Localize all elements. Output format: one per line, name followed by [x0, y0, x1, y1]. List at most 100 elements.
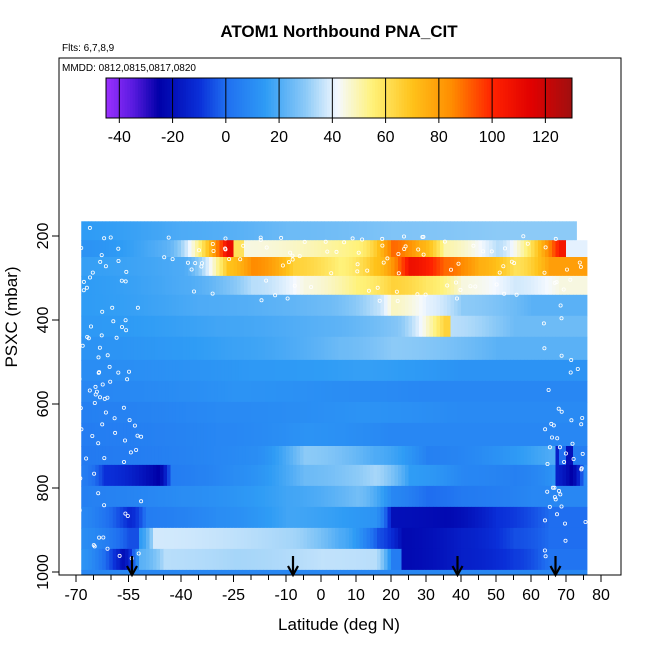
heatmap-cell: [552, 422, 556, 447]
heatmap-cell: [408, 380, 413, 403]
heatmap-cell: [214, 446, 219, 466]
heatmap-cell: [168, 401, 173, 424]
sample-marker: [162, 255, 167, 260]
heatmap-cell: [279, 257, 283, 277]
heatmap-cell: [468, 257, 472, 277]
heatmap-cell: [461, 275, 465, 296]
sample-marker: [101, 535, 106, 540]
heatmap-cell: [258, 401, 262, 424]
heatmap-cell: [503, 422, 507, 447]
colorbar-cell: [220, 78, 224, 118]
heatmap-cell: [534, 294, 539, 317]
heatmap-cell: [123, 422, 128, 447]
heatmap-cell: [293, 294, 297, 317]
heatmap-cell: [244, 380, 248, 403]
heatmap-cell: [412, 464, 416, 487]
heatmap-cell: [249, 569, 254, 576]
heatmap-cell: [240, 422, 245, 447]
heatmap-cell: [541, 527, 546, 550]
heatmap-cell: [534, 275, 539, 296]
heatmap-cell: [147, 422, 152, 447]
heatmap-cell: [81, 380, 86, 403]
heatmap-cell: [398, 548, 402, 571]
heatmap-cell: [247, 294, 252, 317]
heatmap-cell: [412, 275, 416, 296]
heatmap-cell: [245, 359, 250, 382]
heatmap-cell: [576, 257, 581, 277]
sample-marker: [569, 418, 574, 423]
heatmap-cell: [198, 527, 203, 550]
sample-marker: [583, 520, 588, 525]
sample-marker: [90, 433, 95, 438]
heatmap-cell: [566, 485, 570, 508]
heatmap-cell: [123, 446, 128, 466]
heatmap-cell: [412, 315, 416, 338]
heatmap-cell: [154, 336, 159, 361]
heatmap-cell: [91, 257, 96, 277]
heatmap-cell: [317, 315, 322, 338]
heatmap-cell: [105, 221, 110, 241]
heatmap-cell: [338, 257, 343, 277]
heatmap-cell: [394, 527, 399, 550]
heatmap-cell: [223, 464, 227, 487]
heatmap-cell: [254, 275, 259, 296]
heatmap-cell: [216, 506, 220, 529]
heatmap-cell: [527, 315, 532, 338]
colorbar-cell: [284, 78, 288, 118]
heatmap-cell: [179, 569, 184, 576]
heatmap-cell: [359, 380, 364, 403]
heatmap-cell: [205, 485, 210, 508]
heatmap-cell: [352, 485, 357, 508]
heatmap-cell: [471, 336, 476, 361]
colorbar-cell: [281, 78, 285, 118]
heatmap-cell: [170, 527, 175, 550]
heatmap-cell: [520, 422, 525, 447]
heatmap-cell: [573, 315, 577, 338]
heatmap-cell: [443, 401, 448, 424]
sample-marker: [555, 436, 560, 441]
heatmap-cell: [352, 294, 357, 317]
heatmap-cell: [116, 422, 121, 447]
sample-marker: [481, 249, 486, 254]
heatmap-cell: [412, 294, 416, 317]
heatmap-cell: [356, 294, 360, 317]
heatmap-cell: [531, 221, 535, 241]
heatmap-cell: [461, 506, 465, 529]
heatmap-cell: [562, 294, 567, 317]
heatmap-cell: [216, 221, 220, 241]
heatmap-cell: [240, 506, 245, 529]
heatmap-cell: [154, 221, 159, 241]
heatmap-cell: [370, 506, 374, 529]
heatmap-cell: [443, 257, 448, 277]
heatmap-cell: [209, 506, 213, 529]
heatmap-cell: [133, 257, 138, 277]
heatmap-cell: [130, 240, 135, 258]
sample-marker: [563, 521, 568, 526]
heatmap-cell: [300, 380, 304, 403]
heatmap-cell: [132, 548, 136, 571]
heatmap-cell: [88, 446, 93, 466]
heatmap-cell: [580, 359, 584, 382]
heatmap-cell: [237, 401, 241, 424]
heatmap-cell: [247, 221, 252, 241]
heatmap-cell: [426, 464, 430, 487]
x-tick-label: 10: [347, 587, 365, 604]
colorbar-cell: [364, 78, 368, 118]
heatmap-cell: [328, 506, 332, 529]
heatmap-cell: [468, 464, 472, 487]
heatmap-cell: [576, 275, 581, 296]
heatmap-cell: [559, 548, 563, 571]
heatmap-cell: [562, 506, 567, 529]
heatmap-cell: [84, 221, 89, 241]
heatmap-cell: [569, 527, 574, 550]
heatmap-cell: [462, 569, 467, 576]
heatmap-cell: [188, 275, 192, 296]
heatmap-cell: [415, 275, 420, 296]
heatmap-cell: [133, 401, 138, 424]
heatmap-cell: [261, 401, 266, 424]
heatmap-cell: [408, 506, 413, 529]
heatmap-cell: [440, 422, 444, 447]
heatmap-cell: [279, 221, 283, 241]
heatmap-cell: [545, 275, 549, 296]
heatmap-cell: [499, 240, 504, 258]
